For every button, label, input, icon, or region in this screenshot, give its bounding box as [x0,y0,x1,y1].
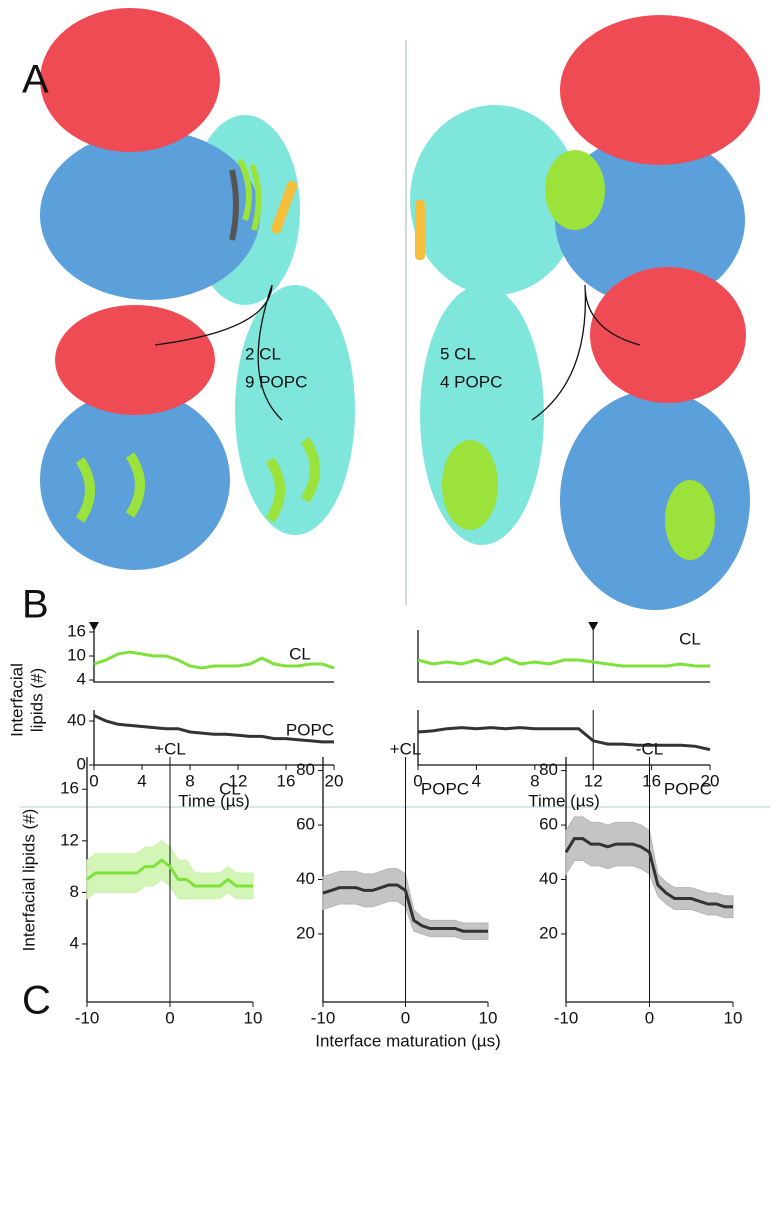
series-line [417,726,711,752]
axis [417,630,710,683]
y-tick-label: 20 [296,923,315,942]
annotation: 9 POPC [245,372,307,391]
y-tick-label: 60 [296,815,315,834]
y-axis-label: Interfacial [7,663,26,737]
series-line [564,837,733,909]
x-tick-label: 0 [89,771,98,790]
y-tick-label: 80 [539,760,558,779]
y-tick-label: 8 [70,882,79,901]
x-tick-label: 8 [185,771,194,790]
structure-red [40,8,220,152]
x-tick-label: 20 [701,771,720,790]
annotation: 5 CL [440,344,476,363]
y-tick-label: 16 [67,621,86,640]
x-tick-label: -10 [554,1008,579,1027]
chart-label: CL [219,779,241,798]
panel-label: A [22,58,49,102]
y-tick-label: 4 [77,669,86,688]
lipids [545,150,605,230]
x-tick-label: 16 [277,771,296,790]
series-label: CL [679,629,701,648]
structure-cyan [235,285,355,535]
x-tick-label: 4 [472,771,481,790]
chart-label: POPC [421,779,469,798]
axis [93,630,334,683]
y-axis-label: Interfacial lipids (#) [19,809,38,952]
structure-yellow [271,180,298,234]
y-tick-label: 40 [67,710,86,729]
y-tick-label: 0 [77,754,86,773]
structures [20,8,770,808]
arrow [531,284,641,421]
x-tick-label: 16 [642,771,661,790]
marker [89,622,99,631]
x-tick-label: 12 [229,771,248,790]
x-tick-label: 10 [479,1008,498,1027]
annotation: 4 POPC [440,372,502,391]
y-tick-label: 40 [539,869,558,888]
structure-blue [560,390,750,610]
x-tick-label: 0 [165,1008,174,1027]
y-tick-label: 40 [296,869,315,888]
lipids [229,169,239,241]
y-tick-label: 20 [539,923,558,942]
x-axis-label: Time (µs) [528,791,600,810]
x-tick-label: 8 [530,771,539,790]
x-tick-label: -10 [75,1008,100,1027]
arrow [154,284,283,421]
marker [588,622,599,631]
x-tick-label: 10 [724,1008,743,1027]
axis [417,710,710,766]
series-line [93,714,334,744]
x-tick-label: 0 [401,1008,410,1027]
y-tick-label: 10 [67,645,86,664]
panel-label: B [22,583,49,627]
x-axis-label: Time (µs) [178,791,250,810]
x-tick-label: 0 [413,771,422,790]
chart-title: +CL [154,739,186,758]
chart-label: POPC [664,779,712,798]
y-tick-label: 4 [70,933,79,952]
structure-blue [40,130,260,300]
lipids [75,452,145,523]
y-tick-label: 80 [296,760,315,779]
panel-label: C [22,979,51,1023]
series-label: CL [289,644,311,663]
y-tick-label: 60 [539,815,558,834]
series-line [417,656,710,668]
structure-red [55,305,215,415]
lipids [442,440,498,530]
y-tick-label: 12 [60,830,79,849]
x-tick-label: 20 [325,771,344,790]
chart-title: -CL [636,739,663,758]
series-line [322,883,488,933]
structure-red [590,267,746,403]
series-line [93,650,335,670]
annotation: 2 CL [245,344,281,363]
chart-title: +CL [390,739,422,758]
x-tick-label: 0 [645,1008,654,1027]
series-line [86,858,253,888]
structure-cyan [410,105,580,295]
y-axis-label: lipids (#) [27,668,46,732]
series-label: POPC [286,720,334,739]
x-tick-label: -10 [311,1008,336,1027]
y-tick-label: 16 [60,779,79,798]
lipids [265,437,320,523]
structure-red [560,15,760,165]
x-tick-label: 12 [584,771,603,790]
lipids [665,480,715,560]
x-tick-label: 10 [244,1008,263,1027]
x-axis-label: Interface maturation (µs) [315,1031,501,1050]
structure-yellow [415,200,425,260]
x-tick-label: 4 [137,771,146,790]
lipids [237,158,262,231]
